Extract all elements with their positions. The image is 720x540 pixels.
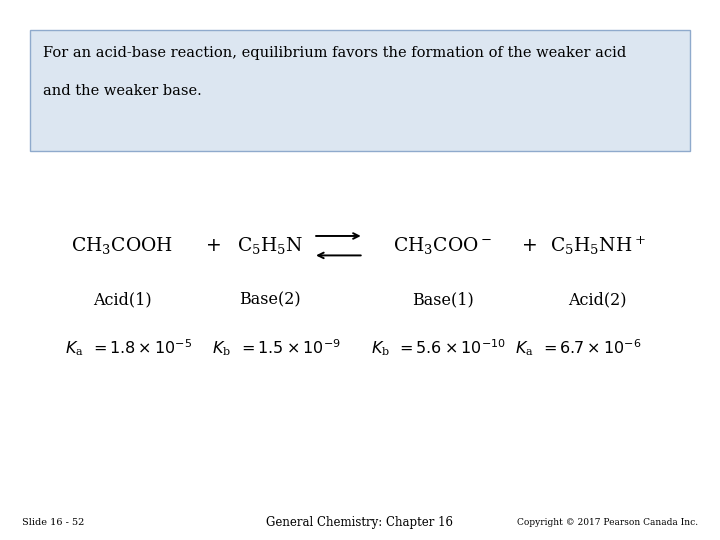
Text: Slide 16 - 52: Slide 16 - 52 [22,518,84,527]
Text: Base(1): Base(1) [412,291,474,308]
Text: $\mathit{K}_\mathregular{a}$: $\mathit{K}_\mathregular{a}$ [65,339,84,357]
Text: $\mathit{K}_\mathregular{a}$: $\mathit{K}_\mathregular{a}$ [515,339,534,357]
Text: and the weaker base.: and the weaker base. [43,84,202,98]
Text: $\mathit{K}_\mathregular{b}$: $\mathit{K}_\mathregular{b}$ [371,339,390,357]
Text: Base(2): Base(2) [239,291,301,308]
Text: $= 1.5\times10^{-9}$: $= 1.5\times10^{-9}$ [238,339,341,357]
Text: $+$: $+$ [521,237,537,255]
Text: General Chemistry: Chapter 16: General Chemistry: Chapter 16 [266,516,454,529]
Text: $= 6.7\times10^{-6}$: $= 6.7\times10^{-6}$ [540,339,642,357]
Text: $\mathregular{CH_3COOH}$: $\mathregular{CH_3COOH}$ [71,235,174,256]
Text: Acid(2): Acid(2) [568,291,627,308]
Text: $\mathregular{C_5H_5N}$: $\mathregular{C_5H_5N}$ [237,235,303,256]
Text: $\mathregular{CH_3COO^-}$: $\mathregular{CH_3COO^-}$ [393,235,492,256]
Text: $\mathregular{C_5H_5NH^+}$: $\mathregular{C_5H_5NH^+}$ [549,234,646,257]
FancyBboxPatch shape [30,30,690,151]
Text: $= 1.8\times10^{-5}$: $= 1.8\times10^{-5}$ [90,339,192,357]
Text: $\mathit{K}_\mathregular{b}$: $\mathit{K}_\mathregular{b}$ [212,339,231,357]
Text: Copyright © 2017 Pearson Canada Inc.: Copyright © 2017 Pearson Canada Inc. [517,518,698,527]
Text: $= 5.6\times10^{-10}$: $= 5.6\times10^{-10}$ [396,339,506,357]
Text: For an acid-base reaction, equilibrium favors the formation of the weaker acid: For an acid-base reaction, equilibrium f… [43,46,626,60]
Text: $+$: $+$ [204,237,220,255]
Text: Acid(1): Acid(1) [93,291,152,308]
